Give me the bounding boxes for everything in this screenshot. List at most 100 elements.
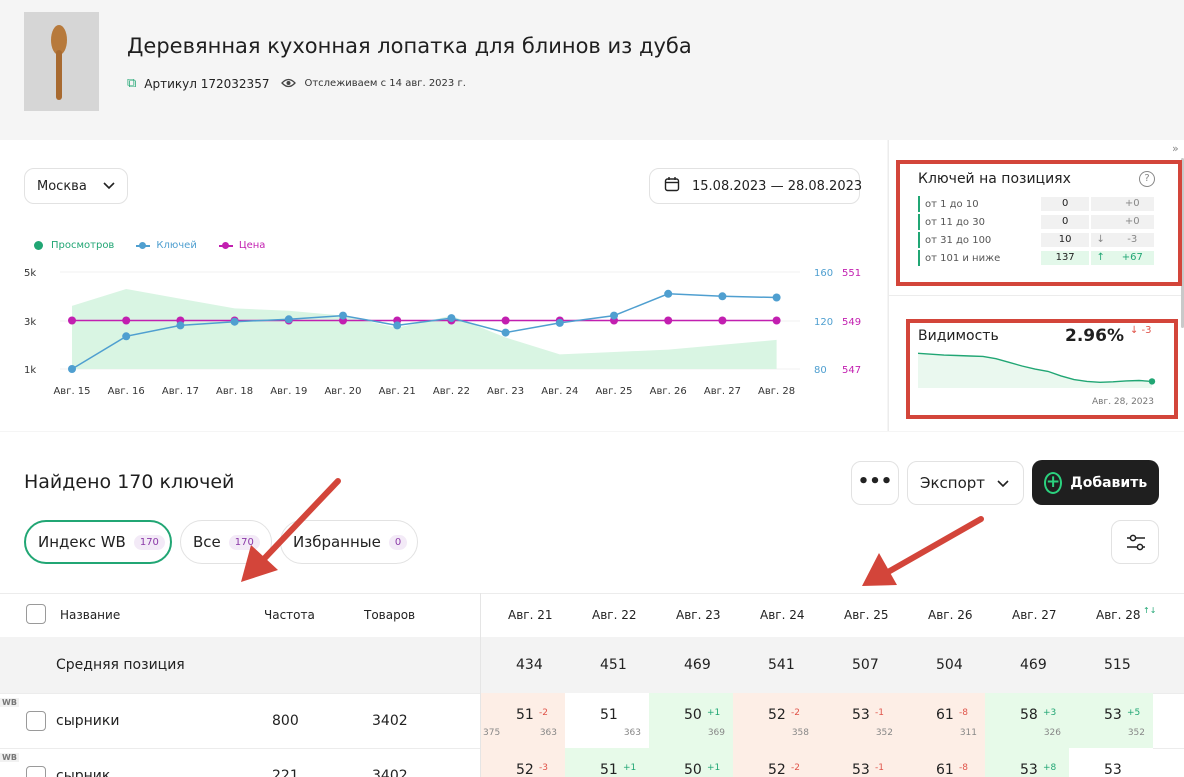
tab-count-badge: 170 xyxy=(228,534,260,550)
average-position-value: 515 xyxy=(1104,657,1131,673)
visibility-title: Видимость xyxy=(918,328,999,344)
column-date[interactable]: Авг. 24 xyxy=(760,608,805,622)
column-date[interactable]: Авг. 26 xyxy=(928,608,973,622)
tab-index-wb[interactable]: Индекс WB 170 xyxy=(24,520,172,564)
position-cell[interactable]: 50 +1 369 xyxy=(649,693,733,749)
position-value: 50 xyxy=(684,762,702,777)
chevron-down-icon xyxy=(997,474,1009,492)
column-date[interactable]: Авг. 22 xyxy=(592,608,637,622)
row-checkbox[interactable] xyxy=(26,711,46,731)
position-cell[interactable]: 58 +3 326 xyxy=(985,693,1069,749)
keyword[interactable]: сырник xyxy=(56,768,111,777)
keyword[interactable]: сырники xyxy=(56,713,120,729)
visibility-line xyxy=(918,352,1153,384)
position-delta: -2 xyxy=(791,763,800,773)
position-trend-icon xyxy=(1090,215,1111,229)
position-row: от 101 и ниже 137 ↑ +67 xyxy=(918,250,1154,266)
export-dropdown[interactable]: Экспорт xyxy=(907,461,1024,505)
position-cell[interactable]: 61 -8 xyxy=(901,748,985,777)
visibility-last-point xyxy=(1148,378,1156,385)
position-value: 53 xyxy=(852,762,870,777)
collapse-icon[interactable]: » xyxy=(1172,142,1179,155)
series-keys-point xyxy=(772,293,781,302)
product-thumbnail xyxy=(24,12,99,111)
legend-keys-marker xyxy=(136,241,151,249)
position-cell[interactable]: 52 -3 xyxy=(481,748,565,777)
arrow-up-icon: ↑ xyxy=(1090,251,1111,265)
position-cell[interactable]: 53 -1 xyxy=(817,748,901,777)
position-cell[interactable]: 53 +8 xyxy=(985,748,1069,777)
position-cell[interactable]: 53 xyxy=(1069,748,1153,777)
column-goods[interactable]: Товаров xyxy=(364,608,416,622)
add-keys-button[interactable]: + Добавить xyxy=(1032,460,1159,505)
views-keys-price-chart: 5k 3k 1k 160 120 80 551 549 547 Авг. 15 Авг. 16 Авг… xyxy=(24,268,861,397)
filter-settings-button[interactable] xyxy=(1111,520,1159,564)
position-value: 58 xyxy=(1020,707,1038,723)
column-date[interactable]: Авг. 25 xyxy=(844,608,889,622)
visibility-widget-highlight xyxy=(906,319,1178,419)
position-cell[interactable]: 50 +1 xyxy=(649,748,733,777)
position-value: 61 xyxy=(936,707,954,723)
position-delta: +1 xyxy=(623,763,637,773)
visibility-delta: ↓ -3 xyxy=(1130,325,1152,336)
position-cell[interactable]: 51 363 xyxy=(565,693,649,749)
legend-views[interactable]: Просмотров xyxy=(34,240,114,251)
position-cell[interactable]: 61 -8 311 xyxy=(901,693,985,749)
position-range-label: от 1 до 10 xyxy=(924,198,979,210)
tab-favorites[interactable]: Избранные 0 xyxy=(280,520,418,564)
column-date[interactable]: Авг. 23 xyxy=(676,608,721,622)
position-count: 0 xyxy=(1041,215,1089,229)
scrollbar[interactable] xyxy=(1181,158,1184,328)
series-keys-point xyxy=(68,365,76,373)
position-delta: +3 xyxy=(1043,708,1057,718)
city-select[interactable]: Москва xyxy=(24,168,128,204)
position-cell[interactable]: 52 -2 xyxy=(733,748,817,777)
legend-keys[interactable]: Ключей xyxy=(136,240,197,251)
column-date[interactable]: Авг. 27 xyxy=(1012,608,1057,622)
position-cell[interactable]: 53 -1 352 xyxy=(817,693,901,749)
position-delta: +8 xyxy=(1043,763,1057,773)
position-delta: +5 xyxy=(1127,708,1141,718)
x-axis-tick: Авг. 21 xyxy=(379,386,416,397)
keys-axis-tick: 80 xyxy=(814,365,827,376)
position-value: 51 xyxy=(600,762,618,777)
visibility-sparkline xyxy=(918,352,1156,388)
select-all-checkbox[interactable] xyxy=(26,604,46,624)
date-range-picker[interactable]: 15.08.2023 — 28.08.2023 xyxy=(649,168,863,204)
series-keys-point xyxy=(664,289,673,298)
product-title: Деревянная кухонная лопатка для блинов и… xyxy=(127,34,692,58)
legend-price-marker xyxy=(218,241,233,249)
position-value: 53 xyxy=(852,707,870,723)
x-axis-tick: Авг. 22 xyxy=(433,386,470,397)
position-cell[interactable]: 52 -2 358 xyxy=(733,693,817,749)
column-frequency[interactable]: Частота xyxy=(264,608,315,622)
row-checkbox[interactable] xyxy=(26,766,46,777)
x-axis-tick: Авг. 16 xyxy=(108,386,145,397)
help-icon[interactable]: ? xyxy=(1139,171,1155,187)
series-views-area xyxy=(72,289,777,369)
series-keys-point xyxy=(447,314,456,323)
average-position-value: 469 xyxy=(1020,657,1047,673)
position-range-label: от 11 до 30 xyxy=(924,216,985,228)
position-cell[interactable]: 51 -2 363 375 xyxy=(481,693,565,749)
more-options-button[interactable]: ••• xyxy=(851,461,899,505)
column-date[interactable]: Авг. 28 xyxy=(1096,608,1141,622)
left-axis-tick: 5k xyxy=(24,268,36,279)
tab-all[interactable]: Все 170 xyxy=(180,520,272,564)
position-secondary-value: 326 xyxy=(1043,728,1061,738)
external-link-icon[interactable]: ⧉ xyxy=(127,76,137,91)
date-range-value: 15.08.2023 — 28.08.2023 xyxy=(692,178,863,194)
product-header xyxy=(0,0,1184,140)
series-keys-point xyxy=(122,332,131,341)
sort-icon[interactable]: ↑↓ xyxy=(1143,606,1157,615)
position-cell[interactable]: 51 +1 xyxy=(565,748,649,777)
average-position-label: Средняя позиция xyxy=(56,657,185,673)
series-keys-point xyxy=(176,321,185,330)
position-value: 51 xyxy=(516,707,534,723)
column-name[interactable]: Название xyxy=(60,608,121,622)
position-prev-value: 375 xyxy=(483,728,501,738)
position-cell[interactable]: 53 +5 352 xyxy=(1069,693,1153,749)
legend-price[interactable]: Цена xyxy=(218,240,265,251)
column-date[interactable]: Авг. 21 xyxy=(508,608,553,622)
series-keys-point xyxy=(610,311,618,320)
